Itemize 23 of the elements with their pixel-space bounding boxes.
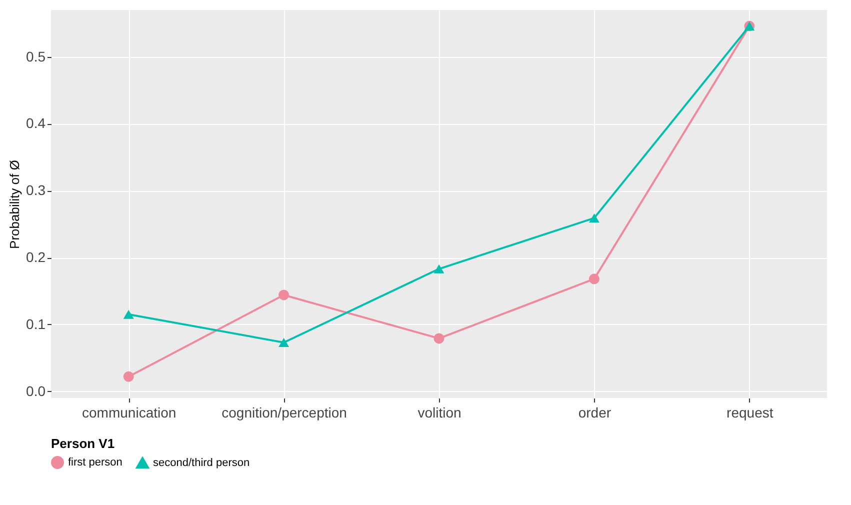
x-tick-label: communication [82, 404, 176, 420]
x-tick-label: order [578, 404, 612, 420]
legend-label: first person [68, 456, 122, 469]
x-tick-label: request [726, 404, 774, 420]
point [588, 214, 600, 223]
legend-label: second/third person [153, 456, 250, 469]
point [434, 264, 444, 274]
y-tick-label: 0.0 [26, 382, 46, 399]
point [123, 310, 134, 319]
y-axis-title: Probability of Ø [7, 160, 22, 249]
y-tick-label: 0.2 [26, 249, 46, 266]
y-tick-label: 0.5 [26, 48, 46, 64]
y-tick-label: 0.1 [26, 316, 46, 332]
point [278, 338, 290, 348]
legend-title: Person V1 [51, 436, 115, 451]
x-tick-label: cognition/perception [222, 404, 347, 420]
y-tick-label: 0.3 [26, 182, 46, 198]
point [588, 274, 600, 284]
point [434, 333, 444, 344]
y-tick-label: 0.4 [26, 115, 46, 132]
point [278, 290, 290, 300]
point [123, 371, 134, 382]
x-tick-label: volition [418, 404, 462, 420]
